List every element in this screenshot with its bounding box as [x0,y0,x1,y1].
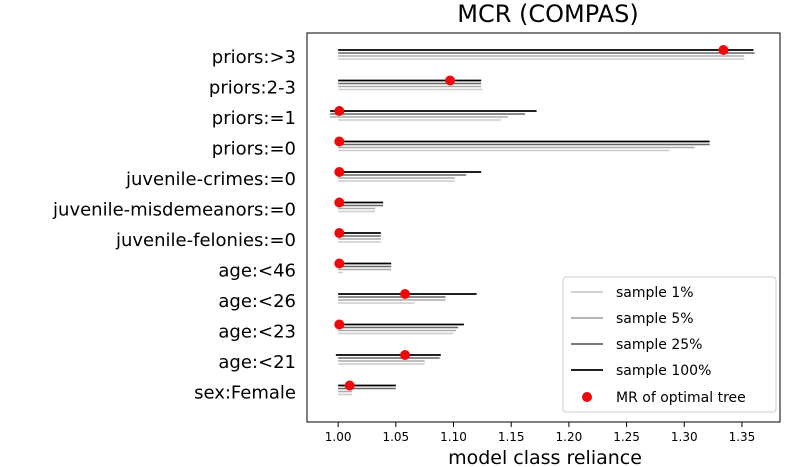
y-tick-label: priors:=1 [212,108,296,129]
mr-marker [334,319,345,330]
legend-label-sample-25: sample 25% [616,337,702,353]
optimal-tree-markers [334,45,729,391]
legend-box [562,276,777,413]
legend-label-sample-5: sample 5% [616,311,694,327]
interval-lines [330,49,755,396]
y-tick-label: priors:2-3 [209,78,296,99]
legend-swatch-marker [582,392,592,402]
mr-marker [400,289,411,299]
mr-marker [334,167,345,177]
mr-marker [334,228,345,238]
y-tick-label: priors:=0 [212,139,296,160]
x-tick-label: 1.20 [556,430,583,444]
y-tick-label: age:<23 [218,322,296,343]
x-axis-label: model class reliance [448,447,642,467]
x-tick-label: 1.10 [440,430,467,444]
legend-label-marker: MR of optimal tree [616,390,746,406]
y-tick-label: age:<21 [218,352,296,373]
x-tick-label: 1.05 [382,430,409,444]
mr-marker [334,136,345,147]
x-tick-label: 1.25 [613,430,640,444]
y-tick-label: juvenile-felonies:=0 [115,230,296,251]
y-tick-label: age:<46 [218,261,296,282]
mr-marker [334,106,345,116]
legend: sample 1% sample 5% sample 25% sample 10… [562,276,777,413]
mr-marker [334,258,345,269]
x-tick-label: 1.30 [671,430,698,444]
y-tick-label: sex:Female [194,383,296,404]
y-axis-labels: priors:>3 priors:2-3 priors:=1 priors:=0 juv… [52,47,296,404]
chart-title: MCR (COMPAS) [457,0,638,28]
y-tick-label: age:<26 [218,291,296,312]
y-tick-label: juvenile-misdemeanors:=0 [52,200,296,221]
y-tick-label: juvenile-crimes:=0 [125,169,296,190]
legend-label-sample-100: sample 100% [616,363,711,379]
mr-marker [400,350,411,360]
mr-marker [334,197,345,208]
x-axis: 1.00 1.05 1.10 1.15 1.20 1.25 1.30 1.35 [325,422,755,444]
mr-marker [718,45,729,55]
mr-marker [344,380,355,391]
legend-label-sample-1: sample 1% [616,285,694,301]
y-tick-label: priors:>3 [212,47,296,68]
x-tick-label: 1.35 [729,430,756,444]
mr-marker [445,75,456,86]
x-tick-label: 1.00 [325,430,352,444]
x-tick-label: 1.15 [498,430,525,444]
